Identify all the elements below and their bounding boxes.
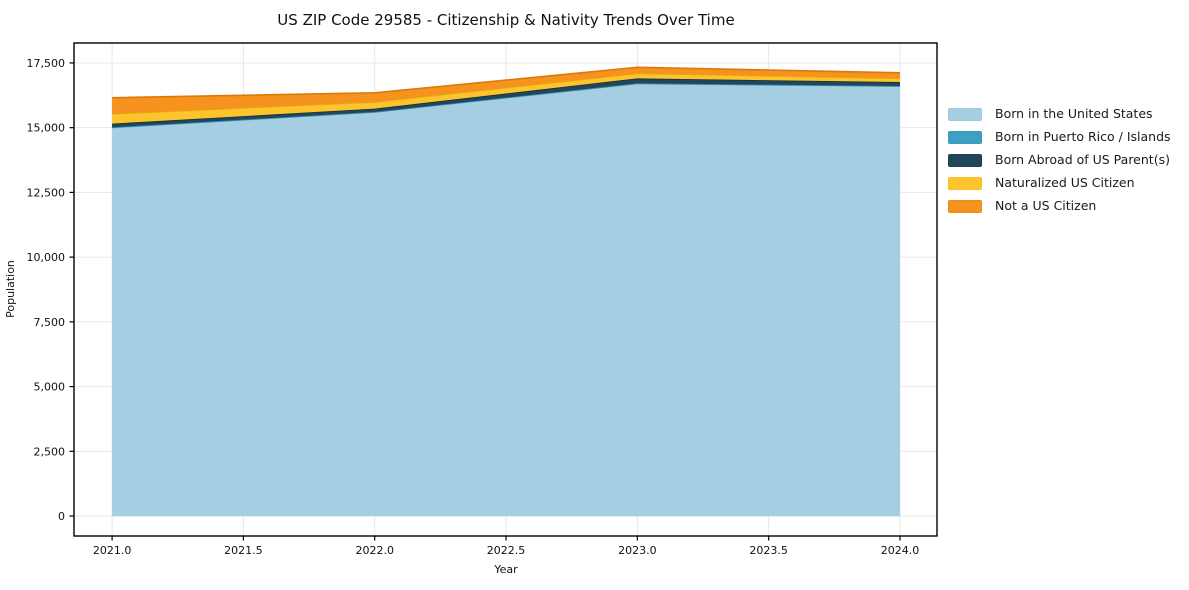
legend-swatch-icon — [948, 131, 982, 144]
area-naturalized-us-citizen — [112, 73, 900, 124]
legend-label: Born in the United States — [995, 106, 1153, 122]
y-tick-label: 12,500 — [27, 186, 66, 199]
chart-legend: Born in the United States Born in Puerto… — [948, 103, 1171, 218]
chart-title: US ZIP Code 29585 - Citizenship & Nativi… — [277, 11, 734, 29]
y-tick-label: 5,000 — [34, 381, 66, 394]
legend-label: Not a US Citizen — [995, 198, 1097, 214]
legend-swatch-icon — [948, 108, 982, 121]
area-born-in-the-united-states — [112, 83, 900, 517]
x-tick-label: 2023.5 — [749, 544, 788, 557]
y-tick-label: 0 — [58, 510, 65, 523]
area-born-abroad-of-us-parent-s — [112, 78, 900, 128]
legend-label: Born Abroad of US Parent(s) — [995, 152, 1170, 168]
area-edge-born-abroad-of-us-parent-s — [112, 77, 900, 125]
x-tick-label: 2024.0 — [881, 544, 920, 557]
legend-label: Naturalized US Citizen — [995, 175, 1135, 191]
area-not-a-us-citizen — [112, 67, 900, 114]
x-tick-label: 2021.0 — [93, 544, 132, 557]
legend-swatch-icon — [948, 177, 982, 190]
y-tick-label: 17,500 — [27, 57, 66, 70]
y-tick-label: 2,500 — [34, 445, 66, 458]
x-tick-label: 2023.0 — [618, 544, 657, 557]
legend-item: Born Abroad of US Parent(s) — [948, 149, 1171, 172]
x-tick-label: 2021.5 — [224, 544, 263, 557]
area-edge-not-a-us-citizen — [112, 66, 900, 99]
y-tick-label: 10,000 — [27, 251, 66, 264]
legend-item: Naturalized US Citizen — [948, 172, 1171, 195]
x-tick-label: 2022.0 — [355, 544, 394, 557]
legend-item: Born in Puerto Rico / Islands — [948, 126, 1171, 149]
legend-item: Born in the United States — [948, 103, 1171, 126]
x-axis-label: Year — [493, 563, 518, 576]
legend-label: Born in Puerto Rico / Islands — [995, 129, 1171, 145]
y-axis-label: Population — [4, 260, 17, 318]
y-tick-label: 15,000 — [27, 122, 66, 135]
legend-swatch-icon — [948, 154, 982, 167]
stacked-areas — [112, 66, 900, 517]
legend-item: Not a US Citizen — [948, 195, 1171, 218]
y-tick-label: 7,500 — [34, 316, 66, 329]
x-tick-label: 2022.5 — [487, 544, 526, 557]
axis-ticks: 2021.0 2021.5 2022.0 2022.5 2023.0 2023.5 2024… — [27, 57, 920, 557]
legend-swatch-icon — [948, 200, 982, 213]
